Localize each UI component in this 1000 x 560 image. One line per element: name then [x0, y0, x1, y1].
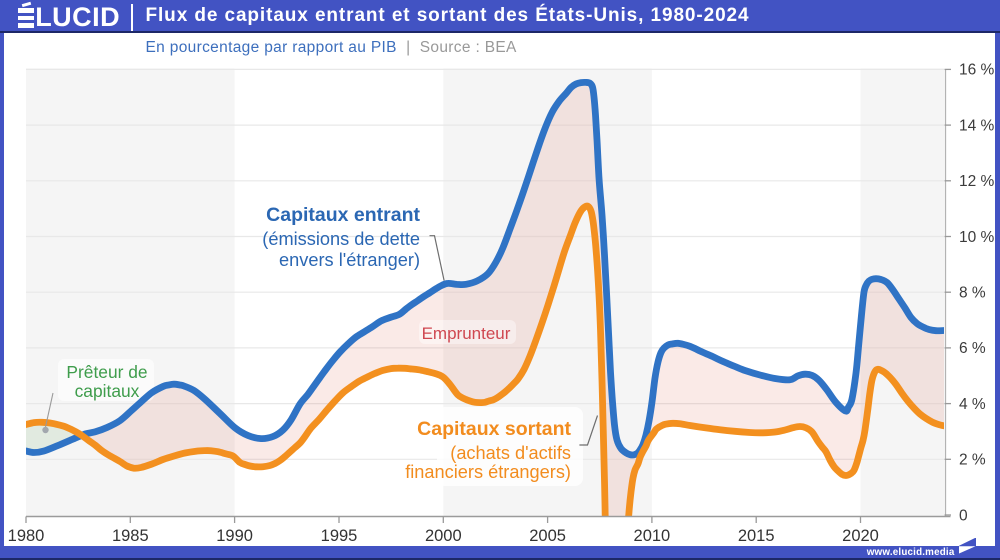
- svg-text:2000: 2000: [425, 527, 462, 545]
- svg-text:10 %: 10 %: [959, 229, 995, 246]
- svg-text:0: 0: [959, 507, 968, 524]
- svg-text:2020: 2020: [842, 527, 879, 545]
- svg-text:2005: 2005: [529, 527, 566, 545]
- svg-text:2 %: 2 %: [959, 452, 986, 469]
- svg-text:4 %: 4 %: [959, 396, 986, 413]
- svg-text:6 %: 6 %: [959, 340, 986, 357]
- svg-text:12 %: 12 %: [959, 173, 995, 190]
- svg-text:1980: 1980: [8, 527, 45, 545]
- svg-text:1985: 1985: [112, 527, 149, 545]
- svg-text:1990: 1990: [216, 527, 253, 545]
- svg-text:16 %: 16 %: [959, 62, 995, 79]
- svg-text:14 %: 14 %: [959, 117, 995, 134]
- svg-text:1995: 1995: [321, 527, 358, 545]
- svg-text:2015: 2015: [738, 527, 775, 545]
- svg-text:2010: 2010: [634, 527, 671, 545]
- svg-text:8 %: 8 %: [959, 285, 986, 302]
